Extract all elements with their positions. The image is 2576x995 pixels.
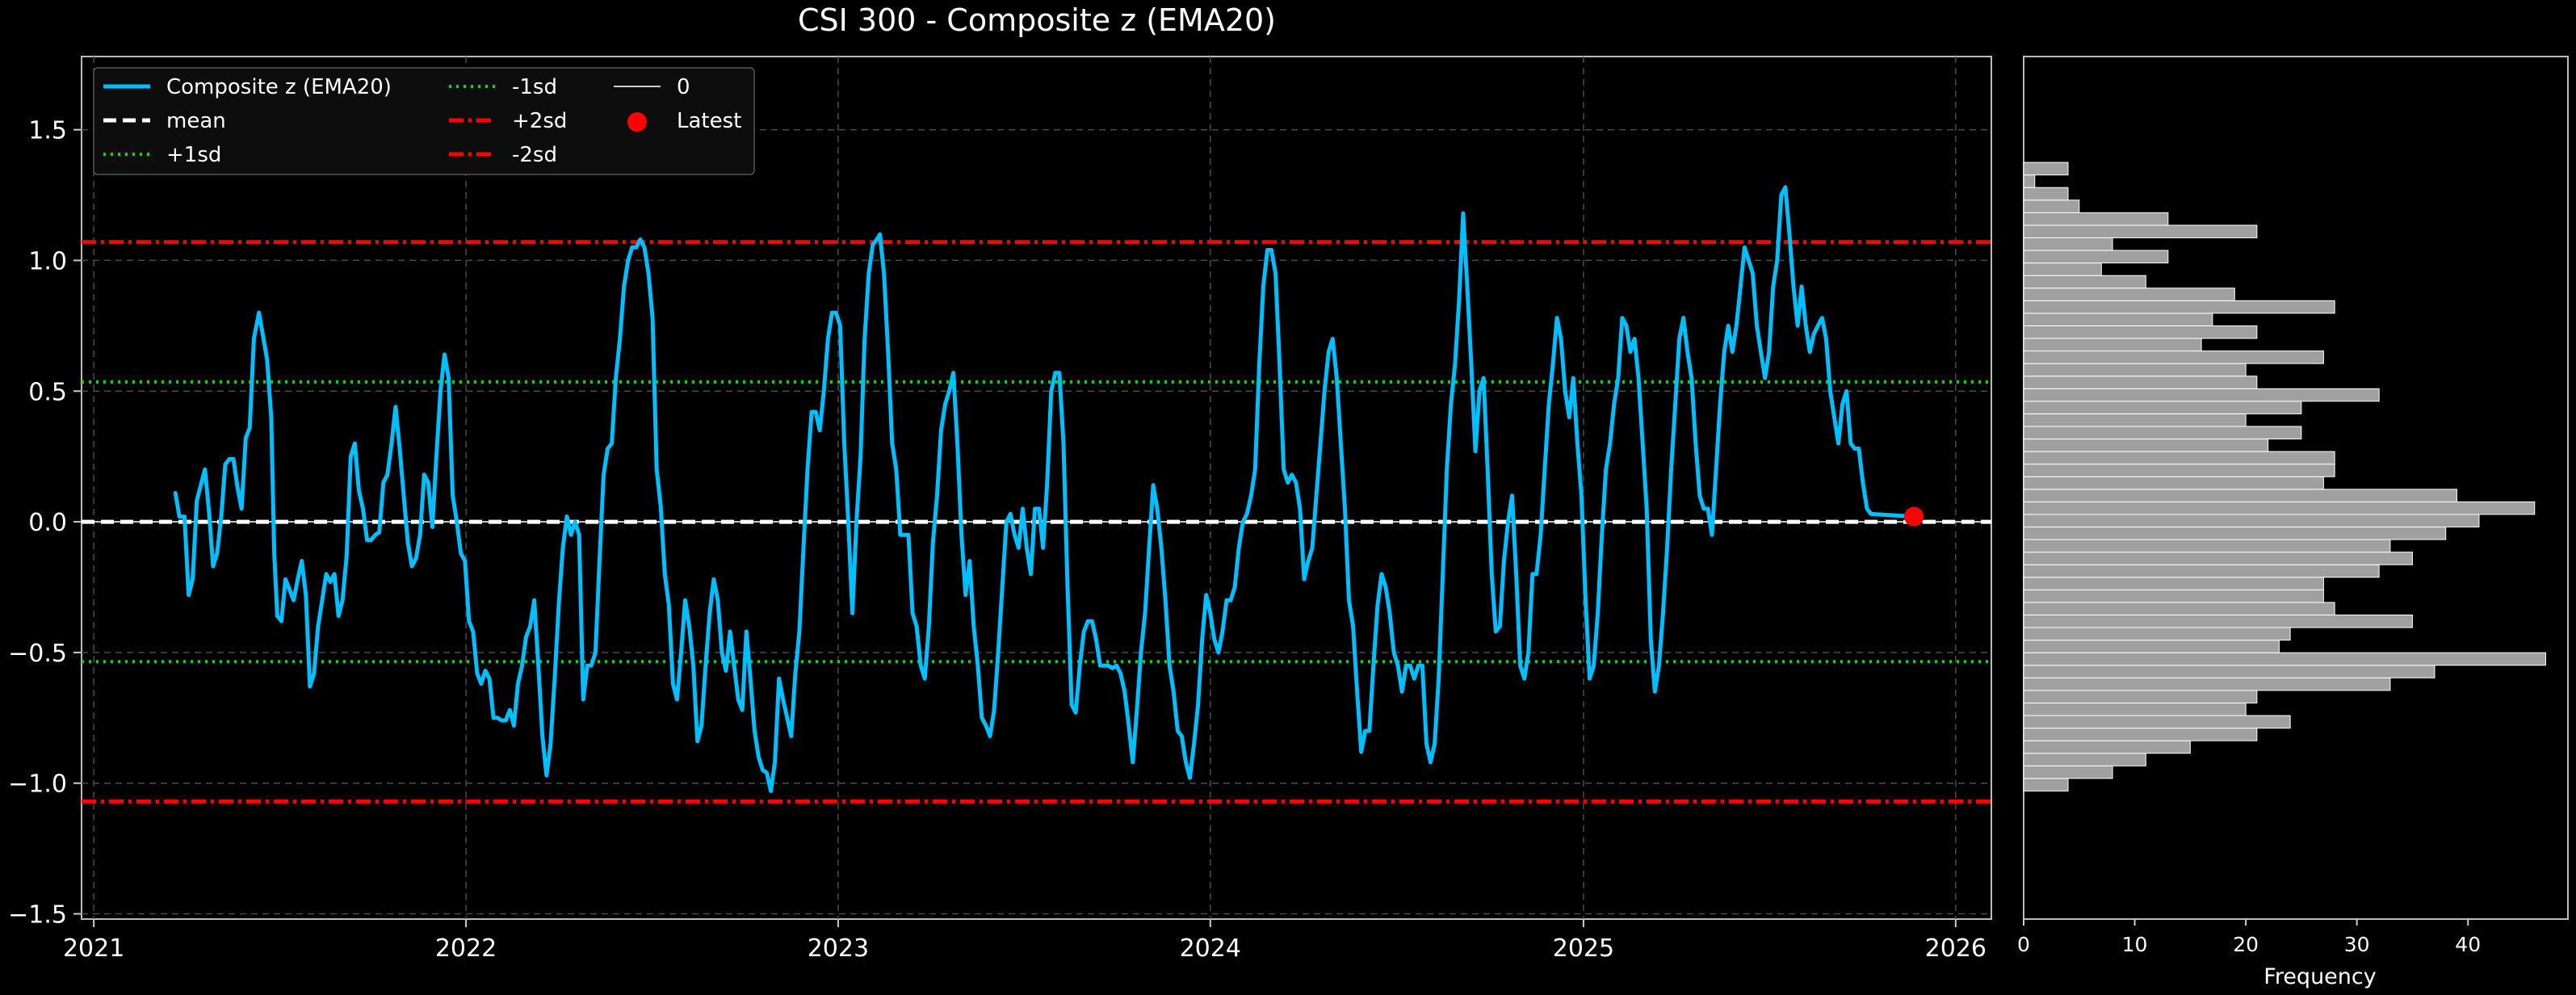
legend-label-composite: Composite z (EMA20) <box>166 75 392 99</box>
histogram-bar <box>2023 602 2335 615</box>
histogram-bar <box>2023 187 2069 201</box>
legend: Composite z (EMA20) mean +1sd -1sd +2sd … <box>93 67 755 175</box>
histogram-bar <box>2023 501 2536 515</box>
histogram-bar <box>2023 162 2069 176</box>
histogram-bar <box>2023 262 2102 276</box>
histogram-bar <box>2023 237 2113 251</box>
hist-x-tick-label: 0 <box>2017 933 2030 956</box>
legend-label-latest: Latest <box>677 109 741 133</box>
hist-x-tick-label: 30 <box>2344 933 2370 956</box>
histogram-bar <box>2023 464 2335 477</box>
histogram-bar <box>2023 702 2247 716</box>
x-tick-label: 2025 <box>1553 934 1614 963</box>
histogram-bar <box>2023 677 2391 691</box>
legend-box <box>93 67 755 175</box>
x-tick-label: 2022 <box>435 934 497 963</box>
histogram-bar <box>2023 212 2169 226</box>
histogram-bar <box>2023 577 2324 590</box>
x-axis: 2021 2022 2023 2024 2025 2026 <box>63 919 1987 963</box>
histogram-bar <box>2023 690 2258 703</box>
histogram-bar <box>2023 715 2291 729</box>
histogram-bar <box>2023 778 2069 791</box>
histogram-bar <box>2023 652 2546 666</box>
histogram-bar <box>2023 753 2146 766</box>
histogram-bar <box>2023 614 2413 628</box>
histogram-bar <box>2023 476 2324 490</box>
histogram-bar <box>2023 564 2380 578</box>
histogram-bar <box>2023 552 2413 565</box>
y-tick-label: 1.5 <box>28 117 67 145</box>
histogram-bar <box>2023 351 2324 364</box>
histogram-bar <box>2023 728 2258 741</box>
hist-x-tick-label: 20 <box>2233 933 2259 956</box>
legend-label-plus1sd: +1sd <box>166 143 221 167</box>
histogram-bar <box>2023 439 2269 452</box>
histogram-bar <box>2023 665 2435 678</box>
legend-label-mean: mean <box>166 109 226 133</box>
main-plot-frame <box>81 56 1992 920</box>
histogram-bar <box>2023 765 2113 779</box>
y-tick-label: 0.5 <box>28 378 67 406</box>
y-axis: 1.5 1.0 0.5 0.0 −0.5 −1.0 −1.5 <box>8 117 82 930</box>
histogram-bar <box>2023 250 2169 264</box>
y-tick-label: −1.5 <box>8 901 67 930</box>
histogram-bar <box>2023 388 2380 402</box>
y-tick-label: −0.5 <box>8 640 67 668</box>
legend-label-plus2sd: +2sd <box>512 109 567 133</box>
histogram-bar <box>2023 740 2191 754</box>
histogram-x-label: Frequency <box>2263 964 2377 989</box>
histogram-bar <box>2023 288 2235 301</box>
series-layer <box>173 185 1924 793</box>
series-line-composite <box>173 185 1916 793</box>
histogram-bar <box>2023 413 2247 427</box>
legend-swatch-latest <box>627 112 647 132</box>
histogram-bar <box>2023 640 2280 653</box>
y-tick-label: −1.0 <box>8 770 67 799</box>
histogram-bar <box>2023 514 2480 528</box>
histogram-x-axis: 0 10 20 30 40 <box>2017 919 2481 956</box>
legend-label-zero: 0 <box>677 75 690 99</box>
histogram-bar <box>2023 627 2291 641</box>
x-tick-label: 2023 <box>808 934 869 963</box>
y-tick-label: 0.0 <box>28 509 67 537</box>
histogram-bar <box>2023 527 2447 540</box>
legend-label-minus2sd: -2sd <box>512 143 557 167</box>
histogram-bar <box>2023 376 2258 389</box>
x-tick-label: 2021 <box>63 934 124 963</box>
legend-label-minus1sd: -1sd <box>512 75 557 99</box>
x-tick-label: 2024 <box>1180 934 1241 963</box>
latest-point <box>1904 506 1924 527</box>
reference-lines <box>82 240 1991 804</box>
histogram-bar <box>2023 225 2258 238</box>
y-tick-label: 1.0 <box>28 247 67 275</box>
main-plot: 2021 2022 2023 2024 2025 2026 1.5 1.0 0.5 0.0 −0.… <box>8 56 1992 963</box>
histogram-bar <box>2023 489 2457 502</box>
chart-title: CSI 300 - Composite z (EMA20) <box>798 2 1276 38</box>
histogram-bar <box>2023 451 2335 465</box>
hist-x-tick-label: 10 <box>2122 933 2148 956</box>
histogram-bar <box>2023 174 2036 188</box>
x-tick-label: 2026 <box>1925 934 1987 963</box>
histogram-bar <box>2023 401 2302 414</box>
histogram-bar <box>2023 338 2202 352</box>
histogram-bar <box>2023 589 2324 603</box>
histogram-bar <box>2023 313 2213 326</box>
histogram-plot: 0 10 20 30 40 Frequency <box>2017 56 2569 989</box>
histogram-bar <box>2023 426 2302 440</box>
histogram-bar <box>2023 300 2335 314</box>
histogram-bar <box>2023 325 2258 339</box>
hist-x-tick-label: 40 <box>2455 933 2481 956</box>
histogram-bar <box>2023 199 2080 213</box>
histogram-bar <box>2023 363 2247 377</box>
histogram-bar <box>2023 539 2391 553</box>
histogram-bars <box>2023 162 2546 791</box>
histogram-bar <box>2023 275 2146 289</box>
